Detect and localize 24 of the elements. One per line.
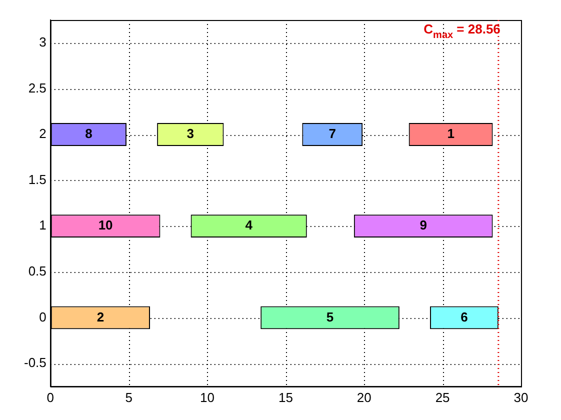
y-tick-label: 2.5 <box>28 80 46 96</box>
series-label: 4 <box>245 218 254 233</box>
y-tick-label: -0.5 <box>24 355 46 370</box>
series-label: 3 <box>186 126 194 142</box>
x-tick-label: 20 <box>356 390 372 405</box>
series-label: 9 <box>420 218 427 233</box>
series-label: 10 <box>98 218 113 233</box>
x-tick-label: 25 <box>435 390 450 405</box>
x-tick-label: 10 <box>200 390 214 405</box>
series-label: 2 <box>96 309 104 324</box>
x-tick-label: 5 <box>125 390 132 405</box>
series-label: 8 <box>85 126 92 142</box>
series-label: 5 <box>326 309 334 324</box>
y-tick-label: 0 <box>39 309 46 324</box>
y-tick-label: 3 <box>39 34 46 50</box>
series-label: 1 <box>447 126 454 142</box>
series-label: 6 <box>460 309 468 324</box>
x-tick-label: 30 <box>514 390 528 405</box>
series-label: 7 <box>328 126 336 142</box>
x-tick-label: 15 <box>278 390 293 405</box>
y-tick-label: 1 <box>39 218 46 233</box>
y-tick-label: 0.5 <box>28 263 46 278</box>
y-tick-label: 2 <box>39 126 46 142</box>
y-tick-label: 1.5 <box>28 172 46 187</box>
